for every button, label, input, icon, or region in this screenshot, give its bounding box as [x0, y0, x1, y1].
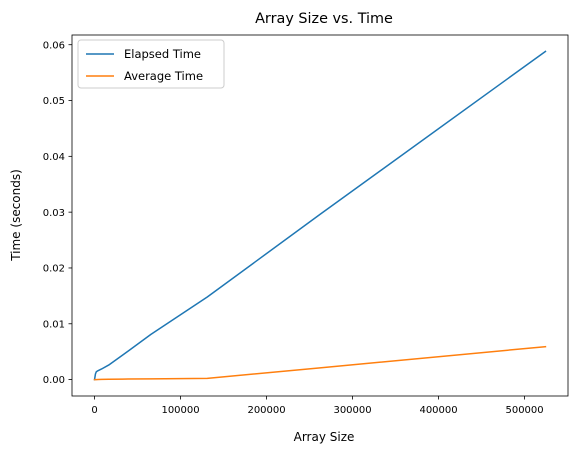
legend-label-1: Elapsed Time	[124, 47, 201, 61]
x-axis-label: Array Size	[294, 430, 355, 444]
y-tick-label: 0.04	[43, 152, 65, 163]
axes-frame	[71, 34, 569, 397]
legend-label-2: Average Time	[124, 69, 203, 83]
y-tick-label: 0.06	[43, 40, 65, 51]
x-tick-label: 300000	[333, 405, 371, 416]
legend-box	[77, 39, 225, 89]
y-tick-label: 0.01	[43, 319, 65, 330]
series-line-1	[93, 50, 547, 381]
series-line-2	[93, 345, 547, 381]
chart-title: Array Size vs. Time	[255, 11, 393, 27]
y-tick-label: 0.03	[43, 208, 65, 219]
axes: 0 100000 200000 300000 400000 500000 0.00 0.01 0…	[43, 34, 569, 416]
y-axis-label: Time (seconds)	[9, 169, 23, 262]
x-tick-label: 100000	[161, 405, 199, 416]
x-tick-label: 500000	[505, 405, 543, 416]
x-tick-label: 0	[91, 405, 97, 416]
y-tick-label: 0.02	[43, 264, 65, 275]
legend: Elapsed Time Average Time	[77, 39, 225, 89]
plot-area	[93, 50, 547, 381]
x-tick-label: 400000	[419, 405, 457, 416]
y-tick-label: 0.05	[43, 96, 65, 107]
x-tick-label: 200000	[247, 405, 285, 416]
y-tick-label: 0.00	[43, 375, 65, 386]
